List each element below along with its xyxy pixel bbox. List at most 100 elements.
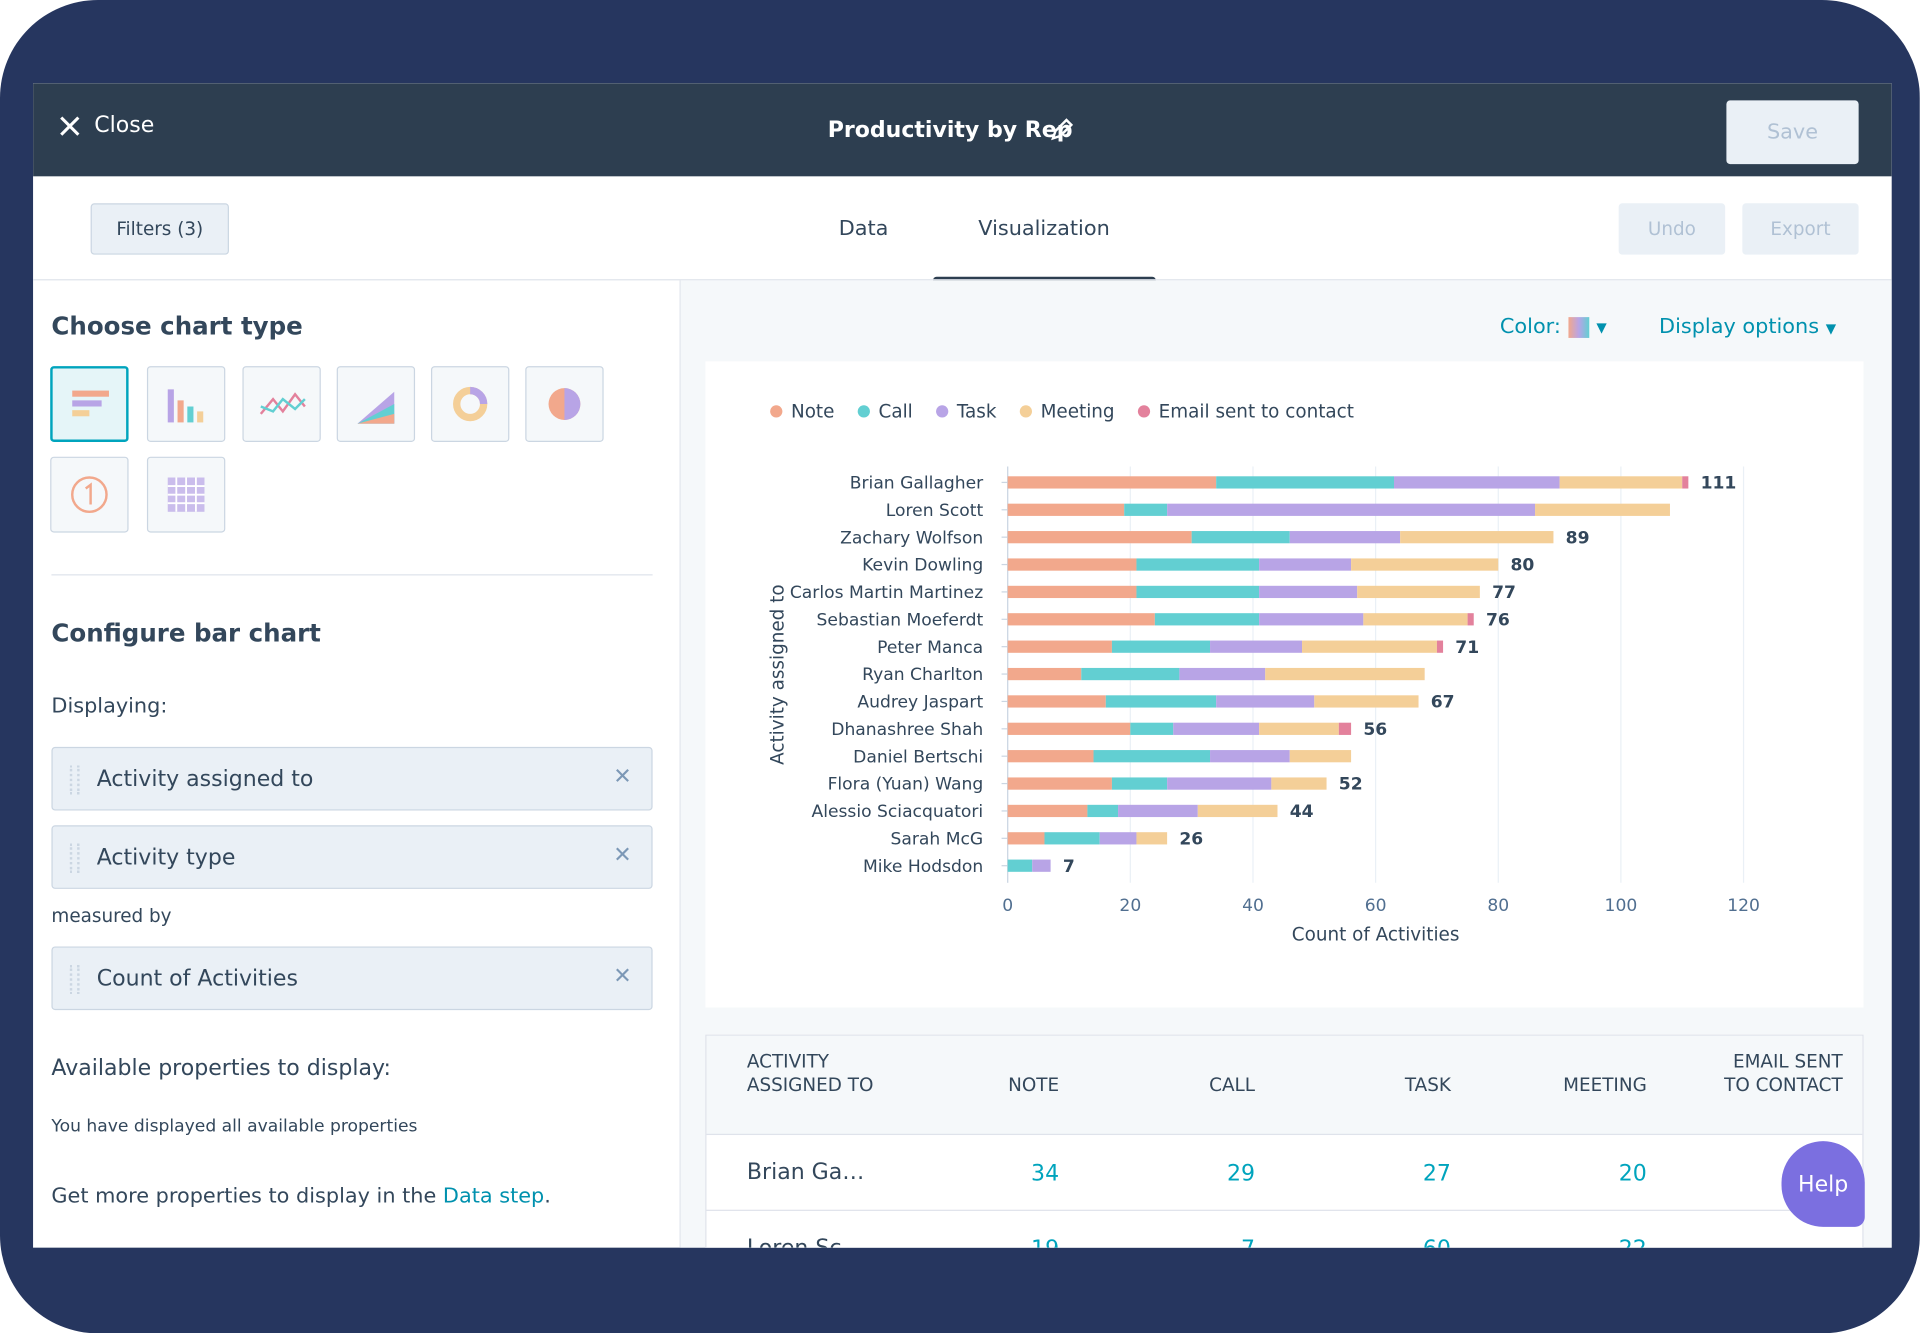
- legend-label: Task: [956, 402, 997, 423]
- label: measured by: [51, 904, 172, 927]
- bar-segment: [1007, 476, 1217, 489]
- total-label: 26: [1179, 829, 1203, 849]
- label: Displaying:: [51, 694, 168, 719]
- y-tick-label: Loren Scott: [886, 501, 984, 521]
- bar-segment: [1044, 832, 1100, 845]
- close-button[interactable]: Close: [58, 113, 155, 138]
- color-dropdown[interactable]: Color: ▼: [1499, 314, 1607, 340]
- total-label: 56: [1363, 720, 1387, 740]
- row-label: Brian Ga…: [746, 1159, 865, 1186]
- x-axis-title: Count of Activities: [1292, 924, 1460, 945]
- note: You have displayed all available propert…: [51, 1116, 418, 1137]
- bar-segment: [1467, 613, 1474, 626]
- column-header: MEETING: [1563, 1073, 1647, 1096]
- chart: 0 20 40 60 80 100 120 Count of Activities Activi…: [705, 361, 1864, 1008]
- bar-segment: [1259, 722, 1339, 735]
- x-tick-label: 80: [1487, 896, 1509, 916]
- chart-type-area[interactable]: [336, 366, 416, 443]
- bar-segment: [1216, 695, 1315, 708]
- bar-segment: [1289, 750, 1352, 763]
- field-chip[interactable]: Count of Activities ✕: [51, 946, 653, 1011]
- row-divider: [706, 1209, 1863, 1211]
- chart-type-kpi[interactable]: [50, 456, 129, 533]
- bar-segment: [1357, 585, 1480, 599]
- section-title: Choose chart type: [51, 310, 303, 341]
- cell-value: 19: [1031, 1237, 1059, 1248]
- undo-button[interactable]: Undo: [1618, 203, 1726, 255]
- legend-swatch: [857, 405, 870, 418]
- bar-segment: [1210, 640, 1303, 653]
- color-label: Color:: [1499, 314, 1561, 340]
- y-tick-label: Brian Gallagher: [850, 474, 984, 494]
- bar-segment: [1682, 476, 1689, 489]
- total-label: 89: [1566, 528, 1590, 548]
- more-text: Get more properties to display in the Da…: [51, 1184, 550, 1208]
- legend-swatch: [1019, 405, 1033, 418]
- chart-type-line[interactable]: [242, 366, 321, 443]
- bar-segment: [1007, 804, 1088, 818]
- column-header: NOTE: [1008, 1073, 1060, 1096]
- label: Available properties to display:: [51, 1055, 391, 1082]
- bar-segment: [1289, 531, 1401, 544]
- bar-segment: [1338, 722, 1352, 735]
- bar-segment: [1007, 667, 1082, 681]
- chart-type-donut[interactable]: [430, 366, 510, 443]
- divider: [679, 280, 681, 1248]
- cell-value: 22: [1619, 1237, 1647, 1248]
- bar-segment: [1111, 777, 1168, 790]
- bar-segment: [1197, 804, 1278, 818]
- bar-segment: [1314, 695, 1419, 708]
- y-tick-label: Alessio Sciacquatori: [811, 802, 983, 822]
- help-button[interactable]: Help: [1781, 1141, 1865, 1227]
- tab-visualization[interactable]: Visualization: [978, 216, 1110, 242]
- bar-segment: [1436, 640, 1444, 653]
- y-tick-label: Mike Hodsdon: [863, 857, 983, 877]
- x-tick-label: 120: [1727, 896, 1760, 916]
- chart-type-table[interactable]: [146, 456, 226, 533]
- field-label: Count of Activities: [96, 966, 298, 992]
- chart-type-pie[interactable]: [525, 366, 604, 443]
- bar-segment: [1167, 503, 1536, 516]
- report-title: Productivity by Rep: [827, 117, 1073, 144]
- y-tick-label: Flora (Yuan) Wang: [828, 775, 984, 795]
- column-header: CALL: [1209, 1073, 1256, 1096]
- tab-data[interactable]: Data: [838, 216, 889, 242]
- export-button[interactable]: Export: [1742, 203, 1859, 255]
- total-label: 44: [1290, 802, 1314, 822]
- bar-segment: [1167, 777, 1272, 790]
- bar-segment: [1136, 832, 1168, 845]
- bar-segment: [1210, 750, 1290, 763]
- bar-segment: [1093, 750, 1211, 763]
- total-label: 76: [1486, 610, 1510, 630]
- save-button[interactable]: Save: [1726, 100, 1859, 165]
- legend-label: Note: [791, 402, 834, 423]
- bar-segment: [1007, 558, 1137, 571]
- y-tick-label: Peter Manca: [877, 638, 983, 658]
- column-header: EMAIL SENT TO CONTACT: [1724, 1050, 1843, 1096]
- field-chip[interactable]: Activity assigned to ✕: [51, 746, 653, 811]
- edit-icon[interactable]: [1049, 118, 1074, 142]
- display-options-dropdown[interactable]: Display options ▼: [1659, 314, 1837, 340]
- chart-type-column[interactable]: [146, 366, 226, 443]
- bar-segment: [1007, 859, 1033, 872]
- x-tick-label: 40: [1242, 896, 1264, 916]
- total-label: 7: [1063, 857, 1075, 877]
- bar-segment: [1111, 640, 1211, 653]
- y-tick-label: Audrey Jaspart: [857, 693, 983, 713]
- bar-segment: [1394, 476, 1560, 489]
- chart-type-horizontal-bar[interactable]: [50, 366, 129, 443]
- bar-segment: [1259, 613, 1364, 626]
- data-step-link[interactable]: Data step: [442, 1183, 545, 1209]
- field-chip[interactable]: Activity type ✕: [51, 825, 653, 889]
- cell-value: 29: [1226, 1160, 1256, 1187]
- bar-segment: [1351, 558, 1499, 571]
- divider: [33, 279, 1892, 281]
- column-header: ACTIVITY ASSIGNED TO: [746, 1050, 874, 1096]
- y-tick-label: Sarah McG: [891, 829, 984, 849]
- x-tick-label: 100: [1605, 896, 1638, 916]
- filters-button[interactable]: Filters (3): [90, 203, 229, 255]
- bar-segment: [1136, 585, 1260, 599]
- bar-segment: [1007, 832, 1045, 845]
- bar-segment: [1154, 613, 1260, 626]
- y-tick-label: Kevin Dowling: [862, 556, 983, 576]
